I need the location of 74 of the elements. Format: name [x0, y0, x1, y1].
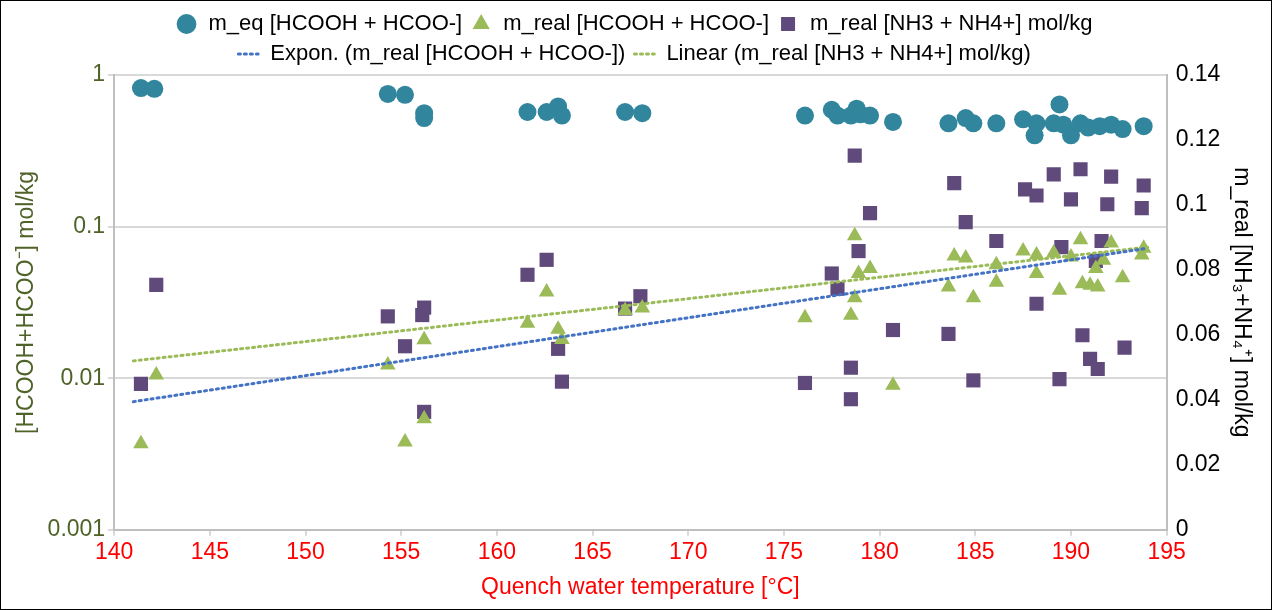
- point: [519, 314, 536, 328]
- point: [946, 246, 963, 261]
- y2-tick-label: 0.06: [1175, 320, 1221, 347]
- point: [846, 226, 863, 241]
- legend-label: Linear (m_real [NH3 + NH4+] mol/kg): [666, 40, 1031, 66]
- y-axis-title: [HCOOH+HCOO⁻] mol/kg: [12, 170, 39, 434]
- legend-label: Expon. (m_real [HCOOH + HCOO-]): [270, 40, 626, 66]
- legend-label: m_real [NH3 + NH4+] mol/kg: [810, 10, 1093, 36]
- point: [1088, 259, 1104, 273]
- point: [965, 288, 982, 303]
- legend-label: m_eq [HCOOH + HCOO-]: [208, 10, 463, 36]
- point: [1095, 251, 1112, 265]
- x-tick-label: 145: [190, 537, 230, 564]
- x-tick-label: 160: [477, 537, 517, 564]
- point: [1134, 117, 1153, 136]
- point: [1113, 120, 1132, 139]
- x-axis-title: Quench water temperature [°C]: [481, 572, 800, 599]
- point: [795, 106, 814, 125]
- point: [957, 249, 974, 263]
- point: [552, 106, 571, 125]
- point: [416, 330, 432, 345]
- point: [862, 259, 878, 273]
- point: [538, 283, 555, 297]
- y-tick-label: 1: [92, 60, 106, 87]
- point: [550, 320, 566, 334]
- point: [518, 103, 537, 122]
- x-tick-label: 180: [860, 537, 899, 564]
- point: [634, 299, 651, 313]
- x-tick-label: 150: [286, 537, 325, 564]
- point: [145, 79, 164, 98]
- y2-tick-label: 0.14: [1175, 60, 1221, 87]
- point: [396, 85, 415, 104]
- y-tick-label: 0.01: [60, 363, 106, 390]
- x-tick-label: 165: [573, 537, 612, 564]
- legend-label: m_real [HCOOH + HCOO-]: [503, 10, 770, 36]
- point: [633, 104, 652, 123]
- point: [1028, 264, 1045, 279]
- point: [797, 308, 813, 323]
- y2-tick-label: 0.02: [1175, 450, 1221, 477]
- point: [1089, 277, 1106, 292]
- point: [133, 434, 149, 449]
- point: [940, 277, 957, 292]
- point: [1015, 242, 1031, 256]
- point: [397, 432, 413, 447]
- x-tick-label: 170: [669, 537, 708, 564]
- y2-axis-title: m_real [NH₃+NH₄⁺] mol/kg: [1229, 167, 1256, 438]
- point: [883, 112, 902, 131]
- point: [1061, 126, 1080, 145]
- point: [988, 273, 1005, 287]
- point: [1050, 95, 1069, 114]
- x-tick-label: 175: [764, 537, 804, 564]
- y-tick-label: 0.1: [73, 211, 106, 238]
- y2-tick-label: 0.08: [1175, 255, 1221, 282]
- point: [1114, 268, 1131, 283]
- point: [378, 84, 397, 103]
- point: [1103, 233, 1119, 248]
- point: [939, 114, 958, 133]
- point: [416, 409, 432, 424]
- point: [843, 306, 859, 320]
- point: [885, 376, 901, 390]
- point: [1072, 230, 1089, 245]
- point: [148, 365, 165, 380]
- x-tick-label: 190: [1051, 537, 1091, 564]
- point: [616, 103, 635, 122]
- y2-tick-label: 0.12: [1175, 125, 1221, 152]
- point: [964, 114, 983, 133]
- y2-tick-label: 0.1: [1175, 190, 1208, 217]
- x-tick-label: 185: [956, 537, 995, 564]
- point: [987, 114, 1006, 133]
- point: [850, 264, 867, 279]
- point: [1051, 281, 1068, 295]
- y2-tick-label: 0.04: [1175, 385, 1221, 412]
- x-tick-label: 155: [382, 537, 421, 564]
- point: [1025, 126, 1044, 145]
